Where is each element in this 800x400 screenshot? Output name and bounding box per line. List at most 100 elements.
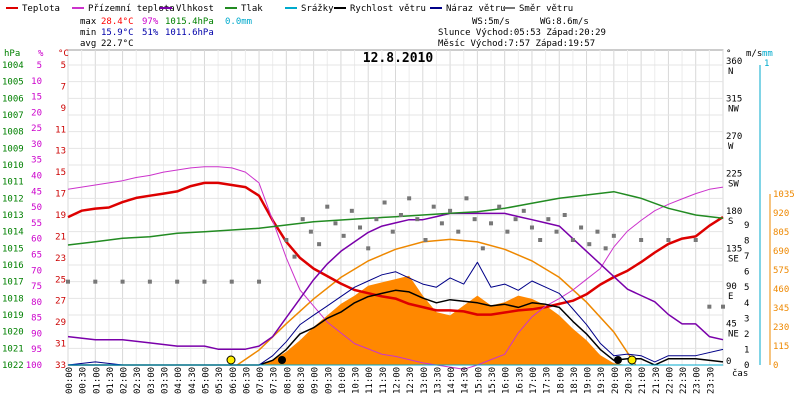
sunset-marker	[627, 355, 637, 365]
grid	[67, 50, 724, 366]
wind-direction-point	[175, 279, 180, 284]
axis-tick-degree: 45	[726, 320, 737, 330]
axis-tick-ms: 5	[744, 283, 749, 293]
axis-tick-pct: 25	[31, 124, 42, 134]
axis-compass-label: SW	[728, 180, 739, 190]
axis-tick-time: 15:00	[474, 367, 484, 394]
wind-direction-point	[529, 225, 534, 230]
axis-tick-degc: 25	[55, 275, 66, 285]
wind-direction-point	[415, 217, 420, 222]
axis-tick-time: 05:30	[215, 367, 225, 394]
axis-title-time: čas	[732, 368, 748, 379]
axis-tick-time: 13:00	[420, 367, 430, 394]
stat-avg-label: avg	[80, 39, 96, 49]
wind-direction-point	[257, 279, 262, 284]
axis-tick-time: 17:00	[529, 367, 539, 394]
axis-tick-degree: 180	[726, 207, 742, 217]
axis-tick-hpa: 1004	[2, 61, 24, 71]
wind-direction-point	[448, 208, 453, 213]
wind-direction-point	[366, 246, 371, 251]
axis-tick-degc: 15	[55, 168, 66, 178]
axis-tick-time: 08:00	[283, 367, 293, 394]
axis-tick-time: 18:00	[556, 367, 566, 394]
wind-direction-point	[595, 229, 600, 234]
axis-tick-degc: 23	[55, 254, 66, 264]
stats-block: max 28.4°C 97% 1015.4hPa 0.0mm min 15.9°…	[80, 17, 606, 49]
axis-tick-ms: 8	[744, 237, 749, 247]
axis-tick-hpa: 1022	[2, 361, 24, 371]
axis-tick-time: 20:00	[611, 367, 621, 394]
stat-avg-temp: 22.7°C	[101, 39, 134, 49]
wind-direction-point	[554, 229, 559, 234]
wind-direction-point	[579, 225, 584, 230]
wind-direction-point	[374, 217, 379, 222]
axis-tick-pct: 85	[31, 314, 42, 324]
wind-direction-point	[707, 304, 712, 309]
wind-direction-point	[497, 204, 502, 209]
wind-gust-text: WG:8.6m/s	[540, 17, 589, 27]
axis-tick-ms: 9	[744, 221, 749, 231]
wind-direction-point	[147, 279, 152, 284]
axis-tick-time: 11:00	[365, 367, 375, 394]
axis-tick-pct: 60	[31, 235, 42, 245]
series-line-vlhkost	[67, 212, 724, 350]
wind-direction-point	[341, 233, 346, 238]
axis-tick-pct: 40	[31, 172, 42, 182]
axis-tick-time: 19:30	[597, 367, 607, 394]
axis-tick-hpa: 1013	[2, 211, 24, 221]
axis-tick-pct: 35	[31, 156, 42, 166]
stat-min-press: 1011.6hPa	[165, 28, 214, 38]
wind-speed-text: WS:5m/s	[472, 17, 510, 27]
axis-compass-label: NW	[728, 105, 739, 115]
axis-tick-time: 16:00	[502, 367, 512, 394]
axis-tick-time: 20:30	[624, 367, 634, 394]
axis-tick-time: 04:00	[174, 367, 184, 394]
series-line-naraz-vetru	[67, 261, 724, 366]
stat-max-rain: 0.0mm	[225, 17, 252, 27]
wind-direction-point	[431, 204, 436, 209]
axis-tick-time: 12:00	[393, 367, 403, 394]
axis-tick-time: 23:30	[706, 367, 716, 394]
axis-tick-time: 02:00	[120, 367, 130, 394]
axis-tick-degc: 29	[55, 318, 66, 328]
axis-tick-ms: 6	[744, 268, 749, 278]
axis-tick-degree: 315	[726, 95, 742, 105]
wind-direction-point	[489, 221, 494, 226]
axis-tick-hpa: 1010	[2, 161, 24, 171]
sun-rise-text: Slunce Východ:05:53 Západ:20:29	[438, 28, 606, 38]
axis-tick-time: 07:30	[270, 367, 280, 394]
axis-tick-time: 14:00	[447, 367, 457, 394]
axis-tick-time: 00:30	[79, 367, 89, 394]
axis-tick-pct: 65	[31, 250, 42, 260]
legend-label: Směr větru	[519, 4, 573, 14]
axis-tick-hpa: 1005	[2, 78, 24, 88]
wind-direction-point	[93, 279, 98, 284]
legend-label: Vlhkost	[176, 4, 214, 14]
axis-tick-degree: 135	[726, 245, 742, 255]
axis-tick-hpa: 1014	[2, 228, 24, 238]
wind-direction-point	[229, 279, 234, 284]
axis-tick-wm2: 0	[773, 361, 778, 371]
wind-direction-point	[284, 238, 289, 242]
axis-tick-degree: 270	[726, 132, 742, 142]
axis-tick-hpa: 1021	[2, 344, 24, 354]
axis-tick-time: 05:00	[201, 367, 211, 394]
axis-tick-time: 09:00	[311, 367, 321, 394]
axis-compass-label: NE	[728, 330, 739, 340]
series-line-tlak	[67, 190, 724, 246]
axis-tick-pct: 55	[31, 219, 42, 229]
axis-tick-time: 01:00	[92, 367, 102, 394]
axis-tick-time: 18:30	[570, 367, 580, 394]
wind-direction-point	[538, 238, 543, 242]
axis-tick-time: 21:00	[638, 367, 648, 394]
axis-tick-pct: 15	[31, 93, 42, 103]
axis-tick-time: 06:30	[242, 367, 252, 394]
axis-tick-time: 10:00	[338, 367, 348, 394]
wind-direction-point	[202, 279, 207, 284]
wind-direction-point	[521, 208, 526, 213]
wind-direction-point	[611, 233, 616, 238]
axis-tick-time: 11:30	[379, 367, 389, 394]
wind-direction-point	[358, 225, 363, 230]
axis-tick-pct: 10	[31, 77, 42, 87]
